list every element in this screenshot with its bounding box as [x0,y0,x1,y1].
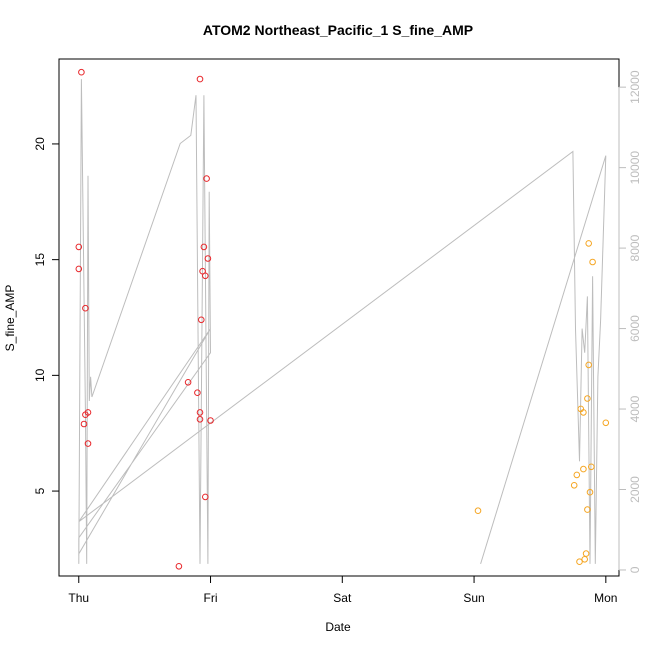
y-tick-label: 15 [33,253,47,267]
data-point [196,416,204,423]
data-point [581,556,589,563]
data-point [175,563,183,570]
data-point [82,411,89,419]
data-point [184,379,192,386]
x-axis: Thu Fri Sat Sun Mon [68,575,617,605]
y-axis-right: 0 2000 4000 6000 8000 10000 12000 [618,70,642,573]
right-tick-label: 4000 [628,395,642,422]
data-point [584,506,591,513]
data-point [580,409,587,416]
points-layer [75,68,610,570]
data-point [586,488,594,496]
data-point [196,409,204,416]
right-tick-label: 2000 [628,476,642,503]
data-point [75,243,83,251]
data-point [584,395,591,402]
line-series [78,79,607,565]
x-tick-label: Sat [333,591,352,605]
data-point [84,440,92,447]
right-tick-label: 0 [628,566,642,573]
x-tick-label: Mon [594,591,617,605]
data-point [204,255,212,262]
data-point [80,420,88,428]
right-tick-label: 10000 [628,151,642,185]
plot-frame [58,58,620,577]
data-point [198,316,205,324]
data-point [75,265,83,273]
data-point [573,471,581,479]
x-axis-label: Date [325,620,351,634]
chart-title: ATOM2 Northeast_Pacific_1 S_fine_AMP [203,22,473,38]
data-point [585,361,593,369]
right-tick-label: 6000 [628,315,642,342]
data-point [194,389,201,397]
data-point [82,304,89,312]
x-tick-label: Sun [463,591,484,605]
data-point [580,465,587,473]
data-point [585,240,593,247]
data-point [202,493,209,501]
data-point [200,243,208,251]
y-tick-label: 5 [33,487,47,494]
right-tick-label: 8000 [628,234,642,261]
data-point [207,417,214,424]
line-series-layer [78,79,607,565]
data-point [570,482,578,489]
data-point [203,175,210,182]
x-tick-label: Fri [204,591,218,605]
data-point [589,258,596,266]
x-tick-label: Thu [68,591,89,605]
data-point [576,558,583,566]
data-point [202,272,209,280]
y-axis-left: 5 10 15 20 [33,137,60,494]
data-point [78,68,85,76]
data-point [588,463,595,471]
data-point [474,507,482,515]
y-axis-label: S_fine_AMP [3,285,17,352]
y-tick-label: 10 [33,368,47,382]
data-point [602,419,610,427]
right-tick-label: 12000 [628,70,642,104]
data-point [196,75,204,83]
data-point [582,550,590,557]
y-tick-label: 20 [33,137,47,151]
